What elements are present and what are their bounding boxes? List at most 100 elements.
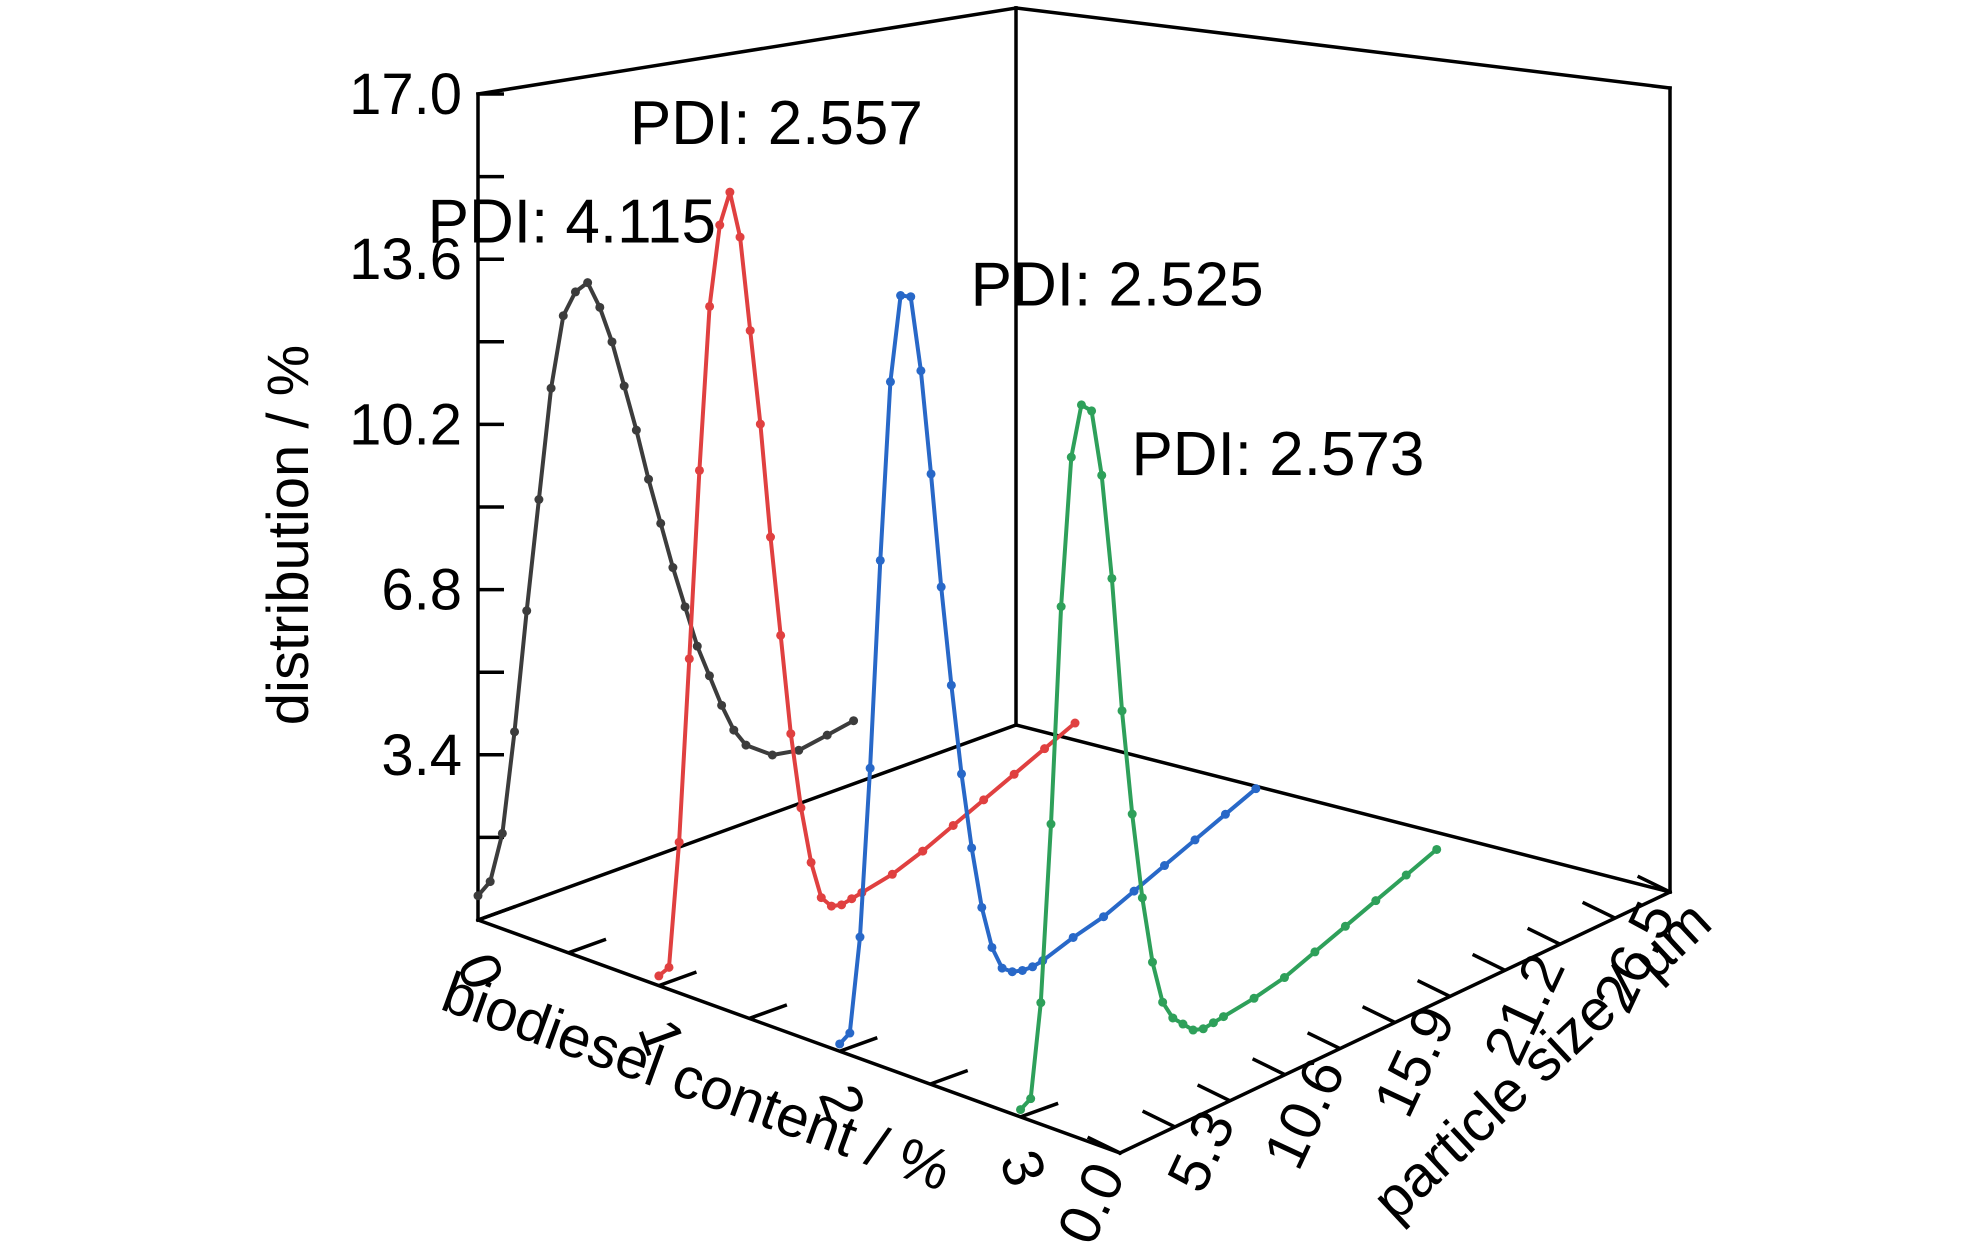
data-point <box>741 740 751 750</box>
data-point <box>704 671 714 681</box>
z-tick-label: 17.0 <box>349 62 462 127</box>
data-point <box>705 301 715 311</box>
x-tick-mark <box>839 1036 878 1053</box>
data-point <box>607 337 617 347</box>
data-point <box>694 465 704 475</box>
series-group: PDI: 4.115 PDI: 2.557 PDI: 2.525 PDI: 2.573 <box>428 89 1442 1115</box>
y-tick-mark <box>1636 874 1671 894</box>
x-tick-mark <box>567 937 607 955</box>
data-point <box>644 474 654 484</box>
data-point <box>656 518 666 528</box>
data-point <box>485 877 495 887</box>
data-point <box>822 730 832 740</box>
data-point <box>916 366 926 376</box>
data-point <box>967 843 977 853</box>
x-tick-mark <box>929 1068 969 1086</box>
data-point <box>1099 912 1109 922</box>
x-axis-title: biodiesel content / % <box>434 960 959 1204</box>
data-point <box>1168 1013 1178 1023</box>
data-point <box>1097 470 1107 480</box>
data-point <box>918 846 928 856</box>
data-point <box>987 942 997 952</box>
data-point <box>654 971 664 981</box>
data-point <box>794 745 804 755</box>
data-point <box>1076 400 1086 410</box>
data-point <box>1190 835 1200 845</box>
data-point <box>1208 1018 1218 1028</box>
y-tick-mark <box>1416 978 1451 998</box>
data-point <box>1137 893 1147 903</box>
data-point <box>1220 809 1230 819</box>
data-point <box>957 769 967 779</box>
data-point <box>849 716 859 726</box>
data-point <box>1249 993 1259 1003</box>
series-2: PDI: 2.525 <box>835 251 1264 1049</box>
data-point <box>977 902 987 912</box>
y-tick-mark <box>1196 1083 1231 1103</box>
top-right-edge <box>1014 6 1672 90</box>
data-point <box>767 750 777 760</box>
y-tick-mark <box>1526 926 1561 946</box>
y-tick-mark <box>1141 1109 1176 1129</box>
data-point <box>1007 967 1017 977</box>
data-point <box>1198 1024 1208 1034</box>
data-point <box>1251 784 1261 794</box>
y-tick-mark <box>1086 1135 1121 1155</box>
y-tick-label: 5.3 <box>1155 1101 1248 1202</box>
data-point <box>497 828 507 838</box>
data-point <box>1310 947 1320 957</box>
data-point <box>796 803 806 813</box>
data-point <box>680 602 690 612</box>
data-point <box>1147 957 1157 967</box>
data-point <box>946 680 956 690</box>
data-point <box>1046 819 1056 829</box>
data-point <box>1432 844 1442 854</box>
z-tick-label: 3.4 <box>381 723 462 788</box>
data-point <box>1160 861 1170 871</box>
series-1: PDI: 2.557 <box>630 89 1080 981</box>
data-point <box>1279 973 1289 983</box>
data-point <box>875 555 885 565</box>
data-point <box>1028 962 1038 972</box>
data-point <box>1026 1094 1036 1104</box>
data-point <box>1401 870 1411 880</box>
top-left-edge <box>475 5 1019 97</box>
pdi-annotation: PDI: 2.525 <box>971 251 1264 320</box>
floor-back-left-edge <box>475 722 1019 923</box>
y-tick-mark <box>1471 952 1506 972</box>
data-point <box>885 377 895 387</box>
y-tick-mark <box>1581 900 1616 920</box>
data-point <box>510 727 520 737</box>
y-tick-mark <box>1251 1057 1286 1077</box>
x-tick-mark <box>477 904 517 922</box>
data-point <box>847 894 857 904</box>
data-point <box>826 901 836 911</box>
data-point <box>766 532 776 542</box>
data-point <box>619 381 629 391</box>
series-0: PDI: 4.115 <box>428 188 859 901</box>
y-tick-label: 0.0 <box>1045 1153 1138 1252</box>
data-point <box>1056 602 1066 612</box>
plot-frame <box>475 5 1673 1156</box>
y-tick-mark <box>1361 1005 1396 1025</box>
y-axis-ticks: 0.05.3 10.6 15.9 21.2 26.5 <box>1045 874 1688 1252</box>
data-point <box>1009 769 1019 779</box>
data-point <box>806 857 816 867</box>
data-point <box>776 630 786 640</box>
data-point <box>583 278 593 288</box>
data-point <box>631 425 641 435</box>
series-line <box>657 190 1077 978</box>
data-point <box>896 291 906 301</box>
data-point <box>816 893 826 903</box>
pdi-annotation: PDI: 2.557 <box>630 89 923 158</box>
data-point <box>1219 1012 1229 1022</box>
data-point <box>1068 932 1078 942</box>
x-axis-line <box>475 917 1123 1156</box>
data-point <box>674 837 684 847</box>
data-point <box>837 900 847 910</box>
data-point <box>1371 896 1381 906</box>
data-point <box>1066 452 1076 462</box>
data-point <box>979 795 989 805</box>
